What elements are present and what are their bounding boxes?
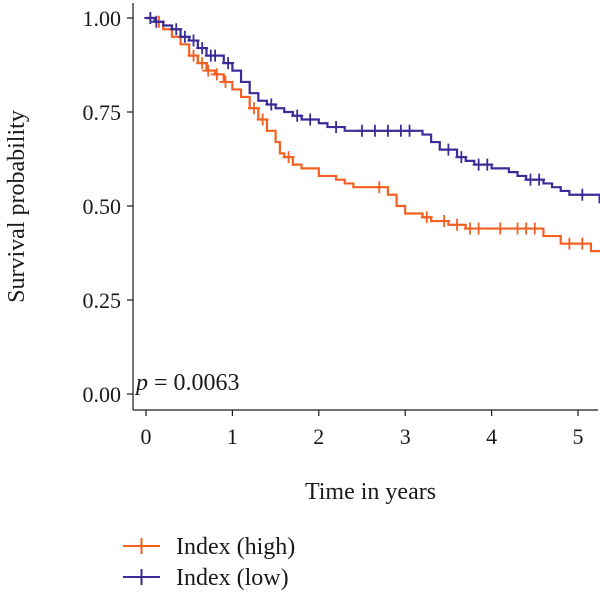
legend-label: Index (high): [176, 534, 295, 560]
y-tick-label: 0.50: [83, 194, 122, 219]
censor-mark: [178, 30, 191, 43]
censor-mark: [442, 143, 455, 156]
censor-mark: [256, 113, 269, 126]
x-tick-label: 5: [573, 424, 584, 449]
censor-mark: [210, 68, 223, 81]
plot-curves: [144, 12, 600, 253]
legend-label: Index (low): [176, 565, 289, 591]
censor-mark: [265, 98, 278, 111]
censor-mark: [187, 34, 200, 47]
censor-mark: [356, 124, 368, 137]
censor-mark: [576, 188, 589, 201]
x-tick-label: 4: [486, 424, 497, 449]
censor-mark: [282, 151, 295, 164]
censor-mark: [150, 15, 163, 28]
censor-mark: [187, 49, 200, 62]
censor-mark: [170, 23, 183, 36]
censor-mark: [420, 211, 433, 224]
censor-mark: [248, 102, 260, 115]
censor-mark: [291, 109, 304, 122]
censor-mark: [403, 124, 416, 137]
y-tick-label: 1.00: [83, 6, 122, 31]
axes: 0.00 0.25 0.50 0.75 1.00 0 1 2 3 4 5: [83, 3, 598, 449]
x-axis-title: Time in years: [305, 479, 436, 505]
legend: Index (high) Index (low): [123, 534, 295, 591]
censor-mark: [144, 12, 157, 24]
censor-mark: [455, 151, 468, 164]
series-line: [146, 16, 600, 253]
y-axis-title: Survival probability: [4, 110, 30, 303]
legend-swatch: [123, 538, 160, 554]
censor-mark: [219, 75, 232, 88]
y-ticks: 0.00 0.25 0.50 0.75 1.00: [83, 6, 133, 407]
x-tick-label: 0: [141, 424, 152, 449]
censor-mark: [368, 124, 381, 137]
legend-swatch: [123, 569, 160, 585]
x-tick-label: 2: [313, 424, 324, 449]
x-tick-label: 1: [227, 424, 238, 449]
censor-mark: [533, 173, 546, 186]
series-line: [146, 16, 600, 204]
y-tick-label: 0.75: [83, 100, 122, 125]
censor-mark: [438, 215, 451, 228]
x-ticks: 0 1 2 3 4 5: [141, 410, 584, 449]
series-low: [144, 12, 600, 204]
censor-mark: [196, 42, 209, 55]
p-value-number: = 0.0063: [148, 370, 240, 396]
y-tick-label: 0.25: [83, 288, 122, 313]
legend-item: Index (low): [123, 565, 289, 591]
legend-item: Index (high): [123, 534, 295, 560]
censor-mark: [304, 113, 317, 126]
censor-mark: [330, 121, 343, 134]
censor-mark: [472, 222, 485, 235]
censor-mark: [209, 49, 222, 62]
censor-mark: [563, 237, 576, 250]
p-value-annotation: p = 0.0063: [134, 370, 240, 396]
censor-mark: [196, 57, 209, 70]
censor-mark: [494, 222, 507, 235]
series-high: [144, 12, 600, 253]
y-tick-label: 0.00: [83, 382, 122, 407]
censor-mark: [451, 218, 464, 231]
censor-mark: [528, 222, 541, 235]
censor-mark: [481, 158, 494, 171]
censor-mark: [373, 181, 386, 194]
x-tick-label: 3: [400, 424, 411, 449]
censor-mark: [381, 124, 394, 137]
censor-mark: [576, 237, 589, 250]
censor-mark: [202, 64, 215, 77]
p-value-symbol: p: [134, 370, 148, 396]
censor-mark: [222, 57, 235, 70]
